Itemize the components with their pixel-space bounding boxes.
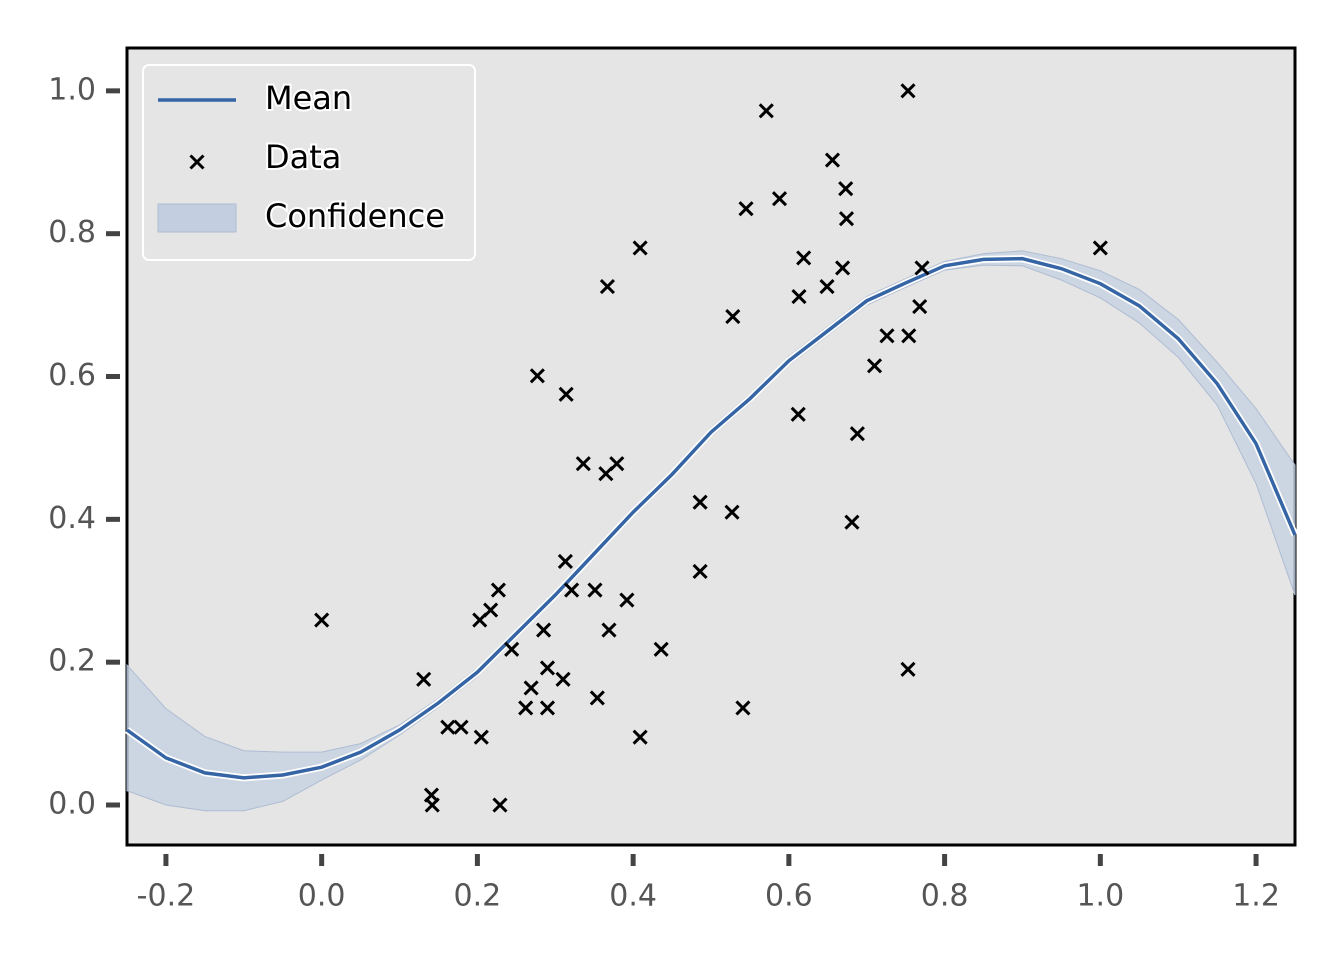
data-point [483,602,499,618]
data-point [599,278,615,295]
data-point [758,103,774,119]
legend-label: Confidence [265,197,445,235]
data-point [564,582,580,598]
legend-marker [189,154,205,170]
x-tick-label: 1.0 [1076,879,1124,914]
data-point [490,582,506,598]
data-point [738,201,754,217]
y-tick-label: 0.4 [48,501,96,536]
mean-line [125,256,1297,780]
x-tick-label: 0.4 [609,879,657,914]
data-point [609,456,625,472]
data-point [632,240,648,256]
data-point [539,660,556,676]
data-point [692,563,708,580]
data-point [901,328,917,344]
data-point [653,641,669,657]
data-point [416,671,432,687]
x-tick-label: 1.2 [1232,879,1280,914]
data-point [914,260,930,276]
data-point [900,661,916,677]
data-point [725,308,741,325]
data-point [791,288,807,305]
data-point [536,622,552,638]
data-point [504,641,520,657]
data-point [529,368,545,384]
data-point [589,690,605,706]
legend: Mean Data Confidence [142,64,476,261]
data-point [796,250,812,266]
y-tick-label: 1.0 [48,72,96,107]
data-point [523,680,539,696]
data-point [838,181,854,197]
data-point [790,406,806,422]
data-point [735,700,751,716]
data-point [492,797,508,813]
data-point [879,328,895,344]
data-point [849,426,865,442]
data-point [900,83,916,99]
legend-patch [157,203,237,233]
x-tick-label: 0.8 [921,879,969,914]
data-point [558,386,574,402]
x-tick-label: 0.2 [454,879,502,914]
data-point [866,358,883,374]
data-point [587,582,603,598]
data-point [518,700,534,716]
data-point [453,719,469,735]
data-point [473,729,489,745]
data-point [575,456,591,472]
y-tick-label: 0.6 [48,358,96,393]
data-point [771,191,788,207]
data-point [835,260,851,276]
data-point [424,797,440,813]
y-tick-label: 0.8 [48,215,96,250]
x-tick-label: 0.0 [298,879,346,914]
data-point [440,719,456,735]
data-point [539,700,556,716]
data-point [838,211,855,227]
data-point [555,671,571,687]
data-point [619,592,635,608]
x-tick-label: 0.6 [765,879,813,914]
x-tick-label: -0.2 [137,879,196,914]
data-point [844,514,860,530]
data-point [824,152,841,168]
y-tick-label: 0.2 [48,644,96,679]
data-point [912,298,928,315]
data-point [314,612,330,628]
legend-label: Mean [265,79,352,117]
data-point [1092,240,1108,256]
y-tick-label: 0.0 [48,787,96,822]
data-point [632,729,648,745]
data-point [601,622,617,638]
legend-label: Data [265,138,341,176]
data-point [692,494,708,510]
plot-layer [124,83,1299,813]
data-point [557,553,573,570]
data-point [724,504,740,520]
data-point [819,278,835,295]
